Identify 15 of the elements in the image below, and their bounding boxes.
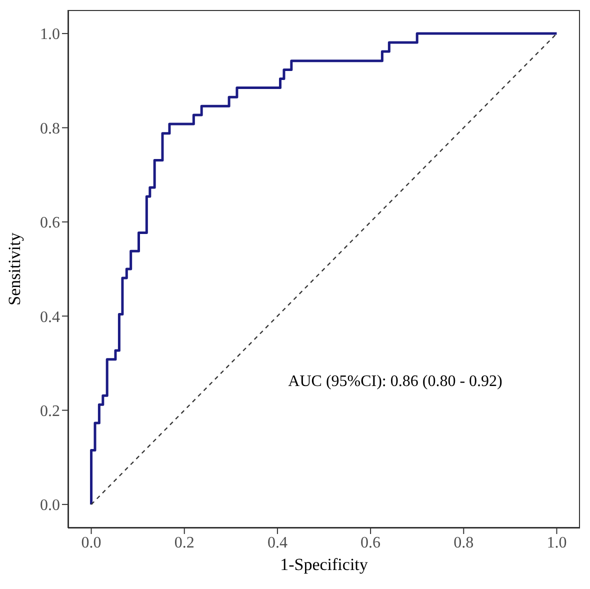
x-tick-label: 0.4 <box>267 534 288 552</box>
y-axis-title: Sensitivity <box>5 232 24 306</box>
y-tick-label: 0.8 <box>40 120 60 138</box>
annotation: AUC (95%CI): 0.86 (0.80 - 0.92) <box>288 372 502 391</box>
y-tick-label: 0.2 <box>40 402 60 420</box>
y-tick-label: 0.0 <box>40 497 60 514</box>
x-tick-label: 0.2 <box>174 534 194 552</box>
x-tick-label: 0.0 <box>81 534 102 552</box>
y-tick-label: 1.0 <box>40 26 60 44</box>
x-tick-label: 1.0 <box>546 534 567 552</box>
x-tick-label: 0.8 <box>454 534 474 552</box>
x-tick-label: 0.6 <box>360 534 381 552</box>
y-tick-label: 0.4 <box>40 308 60 326</box>
y-tick-label: 0.6 <box>40 214 60 232</box>
x-axis-title: 1-Specificity <box>280 555 368 574</box>
